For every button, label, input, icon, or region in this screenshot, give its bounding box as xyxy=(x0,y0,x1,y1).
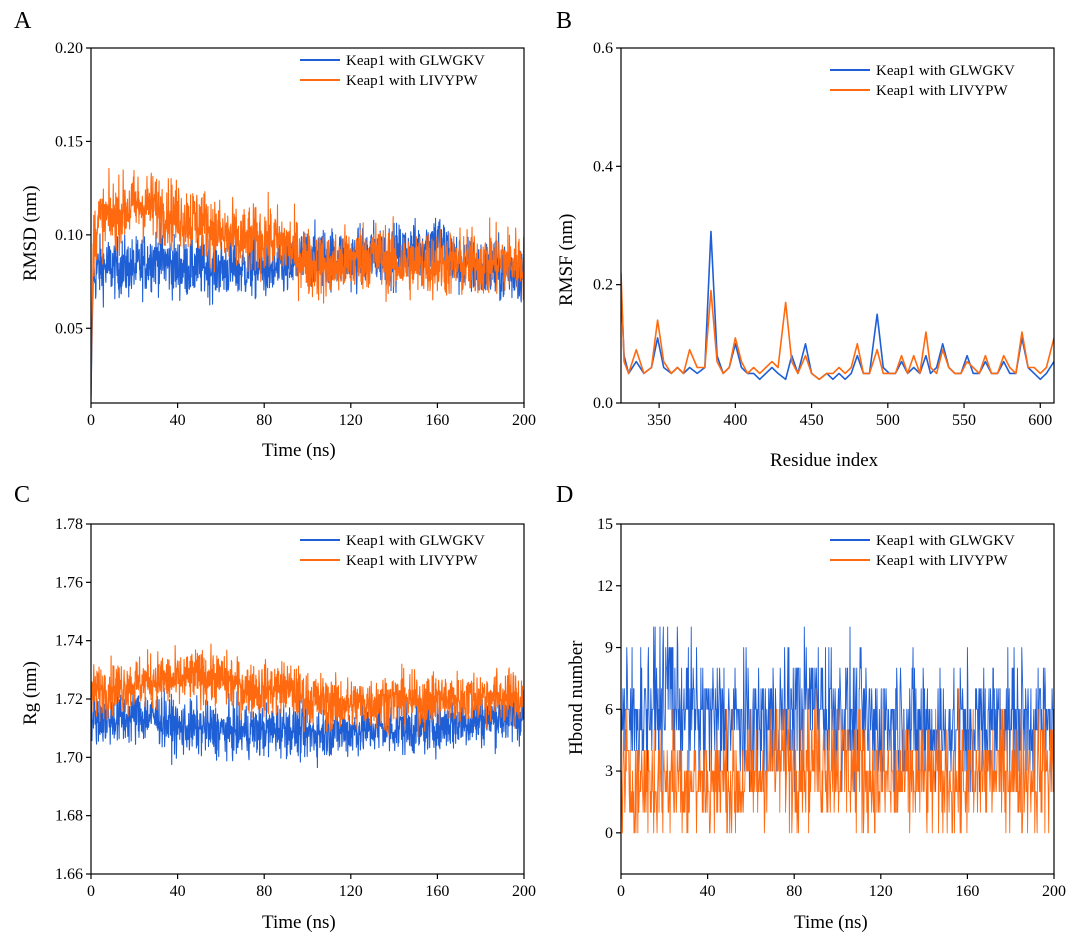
panel-a-letter: A xyxy=(14,8,32,34)
y-tick-label: 12 xyxy=(597,578,613,595)
panel-d-xlabel: Time (ns) xyxy=(794,912,868,933)
panel-b-xlabel: Residue index xyxy=(770,450,879,471)
x-tick-label: 0 xyxy=(617,883,625,900)
x-tick-label: 40 xyxy=(170,883,186,900)
panel-d-letter: D xyxy=(556,482,574,508)
y-tick-label: 0.4 xyxy=(593,158,613,175)
legend-label-1: Keap1 with GLWGKV xyxy=(346,533,485,549)
series-line-1 xyxy=(91,217,524,400)
chart-d: 0 40 80 120 160 200 0 3 6 9 12 15 Keap1 with GLWGKV K… xyxy=(597,516,1066,900)
y-tick-label: 1.70 xyxy=(55,749,83,766)
y-tick-label: 15 xyxy=(597,516,613,533)
series-group xyxy=(621,230,1054,381)
x-tick-label: 160 xyxy=(425,412,449,429)
x-tick-label: 450 xyxy=(800,412,824,429)
y-tick-label: 1.76 xyxy=(55,574,83,591)
chart-c: 0 40 80 120 160 200 1.66 1.68 1.70 1.72 1.74 1.76 1.… xyxy=(55,516,536,900)
x-tick-label: 0 xyxy=(87,412,95,429)
y-tick-label: 1.74 xyxy=(55,633,83,650)
y-tick-label: 0.2 xyxy=(593,277,613,294)
legend-label-1: Keap1 with GLWGKV xyxy=(876,63,1015,79)
panel-c-xlabel: Time (ns) xyxy=(262,912,336,933)
x-tick-label: 40 xyxy=(170,412,186,429)
y-tick-label: 0.20 xyxy=(55,40,83,57)
x-tick-label: 80 xyxy=(786,883,802,900)
x-tick-label: 160 xyxy=(425,883,449,900)
panel-b-letter: B xyxy=(556,8,573,34)
y-tick-label: 1.72 xyxy=(55,691,83,708)
y-tick-label: 1.68 xyxy=(55,808,83,825)
series-group xyxy=(621,626,1054,834)
y-tick-label: 1.78 xyxy=(55,516,83,533)
x-tick-label: 550 xyxy=(952,412,976,429)
panel-a-xlabel: Time (ns) xyxy=(262,440,336,461)
legend-label-2: Keap1 with LIVYPW xyxy=(346,553,478,569)
plot-frame xyxy=(90,47,525,404)
series-line-2 xyxy=(91,643,524,738)
y-tick-label: 0.15 xyxy=(55,133,83,150)
chart-a: 0 40 80 120 160 200 0.05 0.10 0.15 0.20 Keap1 with… xyxy=(55,40,536,429)
plot-frame xyxy=(620,47,1055,404)
y-tick-label: 9 xyxy=(605,640,613,657)
series-line-2 xyxy=(621,688,1054,834)
x-tick-label: 200 xyxy=(1042,883,1066,900)
series-line-1 xyxy=(621,230,1054,381)
legend-label-2: Keap1 with LIVYPW xyxy=(346,73,478,89)
chart-b: 350 400 450 500 550 600 0.0 0.2 0.4 0.6 Keap1 with… xyxy=(593,40,1055,429)
series-group xyxy=(91,167,524,400)
y-tick-label: 0 xyxy=(605,825,613,842)
x-tick-label: 400 xyxy=(723,412,747,429)
panel-c-letter: C xyxy=(14,482,31,508)
legend-label-2: Keap1 with LIVYPW xyxy=(876,83,1008,99)
x-tick-label: 120 xyxy=(339,412,363,429)
x-tick-label: 80 xyxy=(256,412,272,429)
y-tick-label: 1.66 xyxy=(55,866,83,883)
x-tick-label: 200 xyxy=(512,883,536,900)
series-line-1 xyxy=(91,686,524,769)
x-tick-label: 350 xyxy=(647,412,671,429)
x-tick-label: 120 xyxy=(869,883,893,900)
y-tick-label: 0.10 xyxy=(55,227,83,244)
x-tick-label: 200 xyxy=(512,412,536,429)
x-tick-label: 80 xyxy=(256,883,272,900)
series-group xyxy=(91,643,524,769)
series-line-2 xyxy=(621,272,1054,381)
legend-label-2: Keap1 with LIVYPW xyxy=(876,553,1008,569)
x-tick-label: 120 xyxy=(339,883,363,900)
y-tick-label: 6 xyxy=(605,701,613,718)
legend-label-1: Keap1 with GLWGKV xyxy=(876,533,1015,549)
legend-label-1: Keap1 with GLWGKV xyxy=(346,53,485,69)
x-tick-label: 0 xyxy=(87,883,95,900)
series-line-2 xyxy=(91,167,524,400)
y-tick-label: 3 xyxy=(605,763,613,780)
y-tick-label: 0.05 xyxy=(55,320,83,337)
x-tick-label: 500 xyxy=(876,412,900,429)
x-tick-label: 600 xyxy=(1028,412,1052,429)
y-tick-label: 0.6 xyxy=(593,40,613,57)
x-tick-label: 40 xyxy=(700,883,716,900)
plot-frame xyxy=(620,523,1055,875)
y-tick-label: 0.0 xyxy=(593,395,613,412)
x-tick-label: 160 xyxy=(955,883,979,900)
